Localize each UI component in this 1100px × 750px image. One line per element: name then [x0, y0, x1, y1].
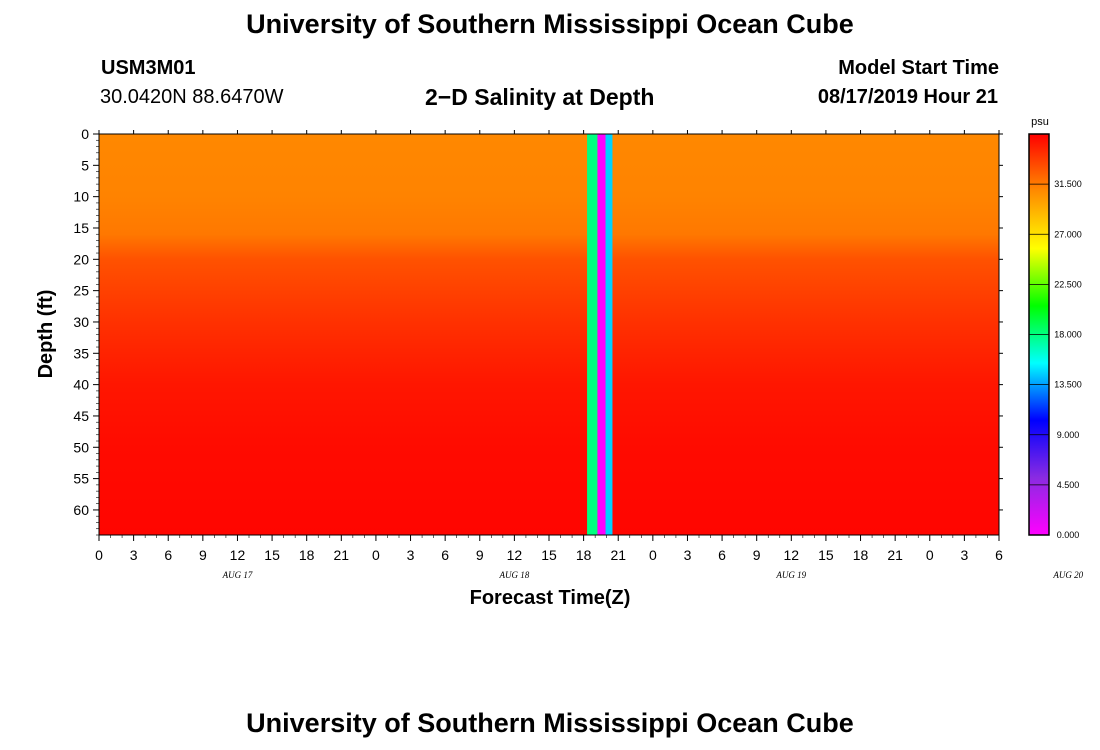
x-tick-label: 9 [199, 547, 207, 563]
y-tick-label: 15 [73, 220, 89, 236]
x-tick-label: 6 [164, 547, 172, 563]
x-tick-label: 18 [576, 547, 592, 563]
station-id: USM3M01 [101, 57, 196, 79]
date-label: AUG 20 [1052, 570, 1083, 580]
anomaly-band-1 [587, 134, 598, 535]
colorbar-tick-label: 22.500 [1054, 279, 1082, 289]
chart-title: 2−D Salinity at Depth [425, 84, 655, 110]
colorbar-tick-label: 9.000 [1057, 430, 1080, 440]
date-label: AUG 18 [499, 570, 530, 580]
x-tick-label: 0 [926, 547, 934, 563]
x-tick-label: 21 [887, 547, 903, 563]
colorbar-unit-label: psu [1031, 116, 1049, 128]
x-tick-label: 18 [853, 547, 869, 563]
x-tick-label: 0 [95, 547, 103, 563]
x-tick-label: 0 [649, 547, 657, 563]
x-tick-label: 12 [507, 547, 523, 563]
y-tick-label: 10 [73, 189, 89, 205]
x-tick-label: 0 [372, 547, 380, 563]
model-start-label: Model Start Time [838, 57, 999, 79]
colorbar-tick-label: 27.000 [1054, 229, 1082, 239]
y-tick-label: 50 [73, 439, 89, 455]
y-tick-label: 30 [73, 314, 89, 330]
x-tick-label: 3 [130, 547, 138, 563]
y-tick-label: 35 [73, 345, 89, 361]
model-start-value: 08/17/2019 Hour 21 [817, 86, 998, 108]
x-tick-label: 9 [476, 547, 484, 563]
x-tick-label: 21 [610, 547, 626, 563]
x-tick-label: 15 [264, 547, 280, 563]
anomaly-band-2 [597, 134, 606, 535]
salinity-field [99, 134, 999, 535]
anomaly-band-3 [605, 134, 613, 535]
page-title: University of Southern Mississippi Ocean… [246, 9, 854, 39]
y-tick-label: 45 [73, 408, 89, 424]
y-tick-label: 20 [73, 251, 89, 267]
x-tick-label: 18 [299, 547, 315, 563]
y-tick-label: 55 [73, 471, 89, 487]
y-tick-label: 25 [73, 283, 89, 299]
y-tick-label: 40 [73, 377, 89, 393]
y-tick-label: 5 [81, 157, 89, 173]
colorbar-tick-label: 18.000 [1054, 330, 1082, 340]
date-label: AUG 19 [775, 570, 806, 580]
date-label: AUG 17 [222, 570, 253, 580]
colorbar-tick-label: 4.500 [1057, 480, 1080, 490]
colorbar-tick-label: 0.000 [1057, 530, 1080, 540]
colorbar-tick-label: 31.500 [1054, 179, 1082, 189]
x-tick-label: 9 [753, 547, 761, 563]
footer-title: University of Southern Mississippi Ocean… [246, 708, 854, 738]
y-tick-label: 60 [73, 502, 89, 518]
colorbar-tick-label: 13.500 [1054, 380, 1082, 390]
x-tick-label: 3 [407, 547, 415, 563]
x-tick-label: 6 [718, 547, 726, 563]
x-tick-label: 12 [784, 547, 800, 563]
y-tick-label: 0 [81, 126, 89, 142]
x-tick-label: 21 [334, 547, 350, 563]
x-tick-label: 15 [818, 547, 834, 563]
x-axis-label: Forecast Time(Z) [470, 587, 631, 609]
station-coordinates: 30.0420N 88.6470W [100, 86, 284, 108]
x-tick-label: 3 [960, 547, 968, 563]
x-tick-label: 12 [230, 547, 246, 563]
x-tick-label: 3 [684, 547, 692, 563]
x-tick-label: 6 [441, 547, 449, 563]
x-tick-label: 6 [995, 547, 1003, 563]
x-tick-label: 15 [541, 547, 557, 563]
y-axis-label: Depth (ft) [35, 290, 57, 379]
